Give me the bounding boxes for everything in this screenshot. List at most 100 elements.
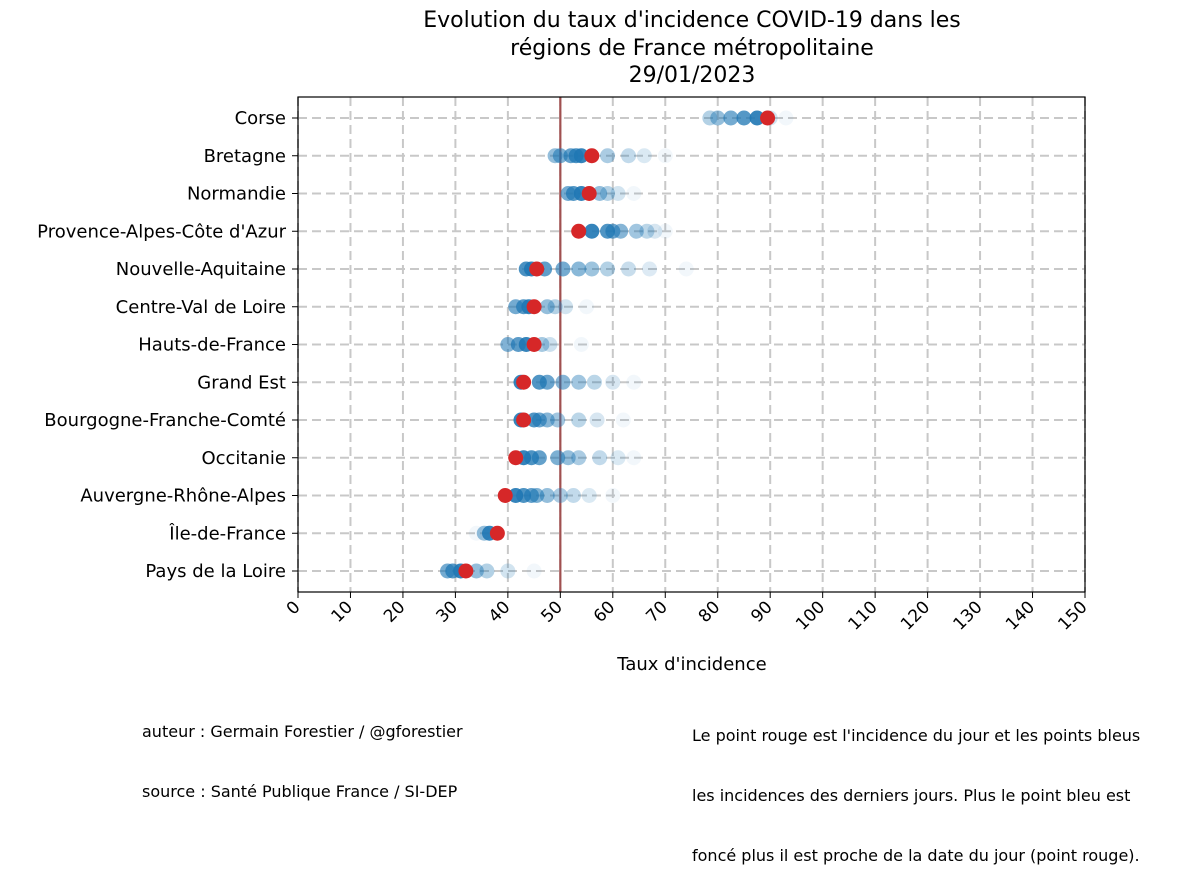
past-point	[628, 223, 644, 239]
past-point	[468, 525, 484, 541]
past-point	[573, 148, 589, 164]
past-point	[552, 148, 568, 164]
today-point	[458, 563, 474, 579]
past-point	[542, 337, 558, 352]
past-point	[547, 299, 563, 315]
x-tick-label: 0	[283, 597, 305, 619]
past-point	[600, 186, 616, 201]
past-point	[626, 374, 642, 390]
chart-title-line-3: 29/01/2023	[629, 63, 756, 88]
x-tick-label: 40	[485, 597, 514, 626]
today-point	[497, 488, 513, 503]
past-point	[600, 261, 616, 277]
past-point	[500, 563, 516, 579]
past-point	[539, 488, 555, 503]
today-point	[529, 261, 545, 277]
past-point	[539, 299, 555, 315]
data-points	[440, 110, 794, 579]
x-tick-label: 80	[695, 597, 724, 626]
past-point	[678, 261, 694, 277]
y-tick-label: Provence-Alpes-Côte d'Azur	[37, 221, 286, 242]
x-tick-label: 10	[328, 597, 357, 626]
past-point	[573, 337, 589, 352]
past-point	[555, 374, 571, 390]
x-tick-label: 100	[792, 597, 829, 634]
y-tick-label: Occitanie	[201, 448, 286, 469]
footer-credits: auteur : Germain Forestier / @gforestier…	[142, 682, 463, 822]
past-point	[586, 374, 602, 390]
today-point	[508, 450, 524, 466]
today-point	[489, 525, 505, 541]
footer-note-line-3: foncé plus il est proche de la date du j…	[692, 846, 1140, 865]
past-point	[550, 412, 566, 428]
past-point	[550, 450, 566, 466]
today-point	[571, 223, 587, 239]
past-point	[565, 488, 581, 503]
past-point	[555, 261, 571, 277]
past-point	[778, 110, 794, 126]
today-point	[526, 299, 542, 315]
past-point	[479, 563, 495, 579]
x-tick-label: 20	[380, 597, 409, 626]
past-point	[571, 412, 587, 428]
past-point	[560, 450, 576, 466]
past-point	[600, 148, 616, 164]
x-tick-label: 120	[897, 597, 934, 634]
y-tick-label: Bourgogne-Franche-Comté	[44, 410, 286, 431]
today-point	[581, 186, 597, 201]
x-tick-label: 70	[642, 597, 671, 626]
past-point	[605, 374, 621, 390]
footer-author: auteur : Germain Forestier / @gforestier	[142, 722, 463, 741]
today-point	[516, 374, 532, 390]
footer-note: Le point rouge est l'incidence du jour e…	[692, 686, 1140, 886]
y-tick-label: Nouvelle-Aquitaine	[116, 259, 286, 280]
past-point	[589, 412, 605, 428]
past-point	[592, 450, 608, 466]
past-point	[605, 488, 621, 503]
past-point	[657, 223, 673, 239]
chart-title: Evolution du taux d'incidence COVID-19 d…	[423, 8, 961, 88]
past-point	[500, 337, 516, 352]
past-point	[571, 450, 587, 466]
today-point	[516, 412, 532, 428]
past-point	[749, 110, 765, 126]
footer-note-line-1: Le point rouge est l'incidence du jour e…	[692, 726, 1141, 745]
grid-lines	[297, 97, 1086, 592]
x-tick-label: 140	[1002, 597, 1039, 634]
y-tick-label: Grand Est	[197, 372, 286, 393]
y-tick-label: Pays de la Loire	[145, 561, 286, 582]
past-point	[702, 110, 718, 126]
past-point	[610, 450, 626, 466]
y-tick-label: Hauts-de-France	[138, 335, 286, 356]
past-point	[584, 223, 600, 239]
y-tick-label: Corse	[235, 108, 286, 129]
past-point	[621, 261, 637, 277]
today-point	[584, 148, 600, 164]
footer-source: source : Santé Publique France / SI-DEP	[142, 782, 458, 801]
x-tick-label: 150	[1054, 597, 1091, 634]
y-tick-label: Bretagne	[204, 146, 286, 167]
x-tick-label: 130	[950, 597, 987, 634]
y-axis-labels: Corse Bretagne Normandie Provence-Alpes-Côt…	[37, 108, 298, 582]
past-point	[642, 261, 658, 277]
x-tick-label: 110	[845, 597, 882, 634]
y-tick-label: Île-de-France	[168, 522, 286, 544]
y-tick-label: Centre-Val de Loire	[116, 297, 286, 318]
footer-note-line-2: les incidences des derniers jours. Plus …	[692, 786, 1131, 805]
x-axis-title: Taux d'incidence	[616, 654, 766, 675]
y-tick-label: Normandie	[187, 184, 286, 205]
past-point	[736, 110, 752, 126]
x-tick-label: 50	[537, 597, 566, 626]
past-point	[526, 412, 542, 428]
past-point	[636, 148, 652, 164]
past-point	[710, 110, 726, 126]
past-point	[584, 261, 600, 277]
x-axis-ticks: 0 10 20 30 40 50 60 70 80 90 100 110 120 130 140 150	[283, 592, 1092, 634]
past-point	[626, 450, 642, 466]
today-point	[526, 337, 542, 352]
past-point	[610, 186, 626, 201]
chart-title-line-1: Evolution du taux d'incidence COVID-19 d…	[423, 8, 961, 33]
past-point	[558, 299, 574, 315]
chart-title-line-2: régions de France métropolitaine	[510, 36, 874, 61]
past-point	[468, 563, 484, 579]
